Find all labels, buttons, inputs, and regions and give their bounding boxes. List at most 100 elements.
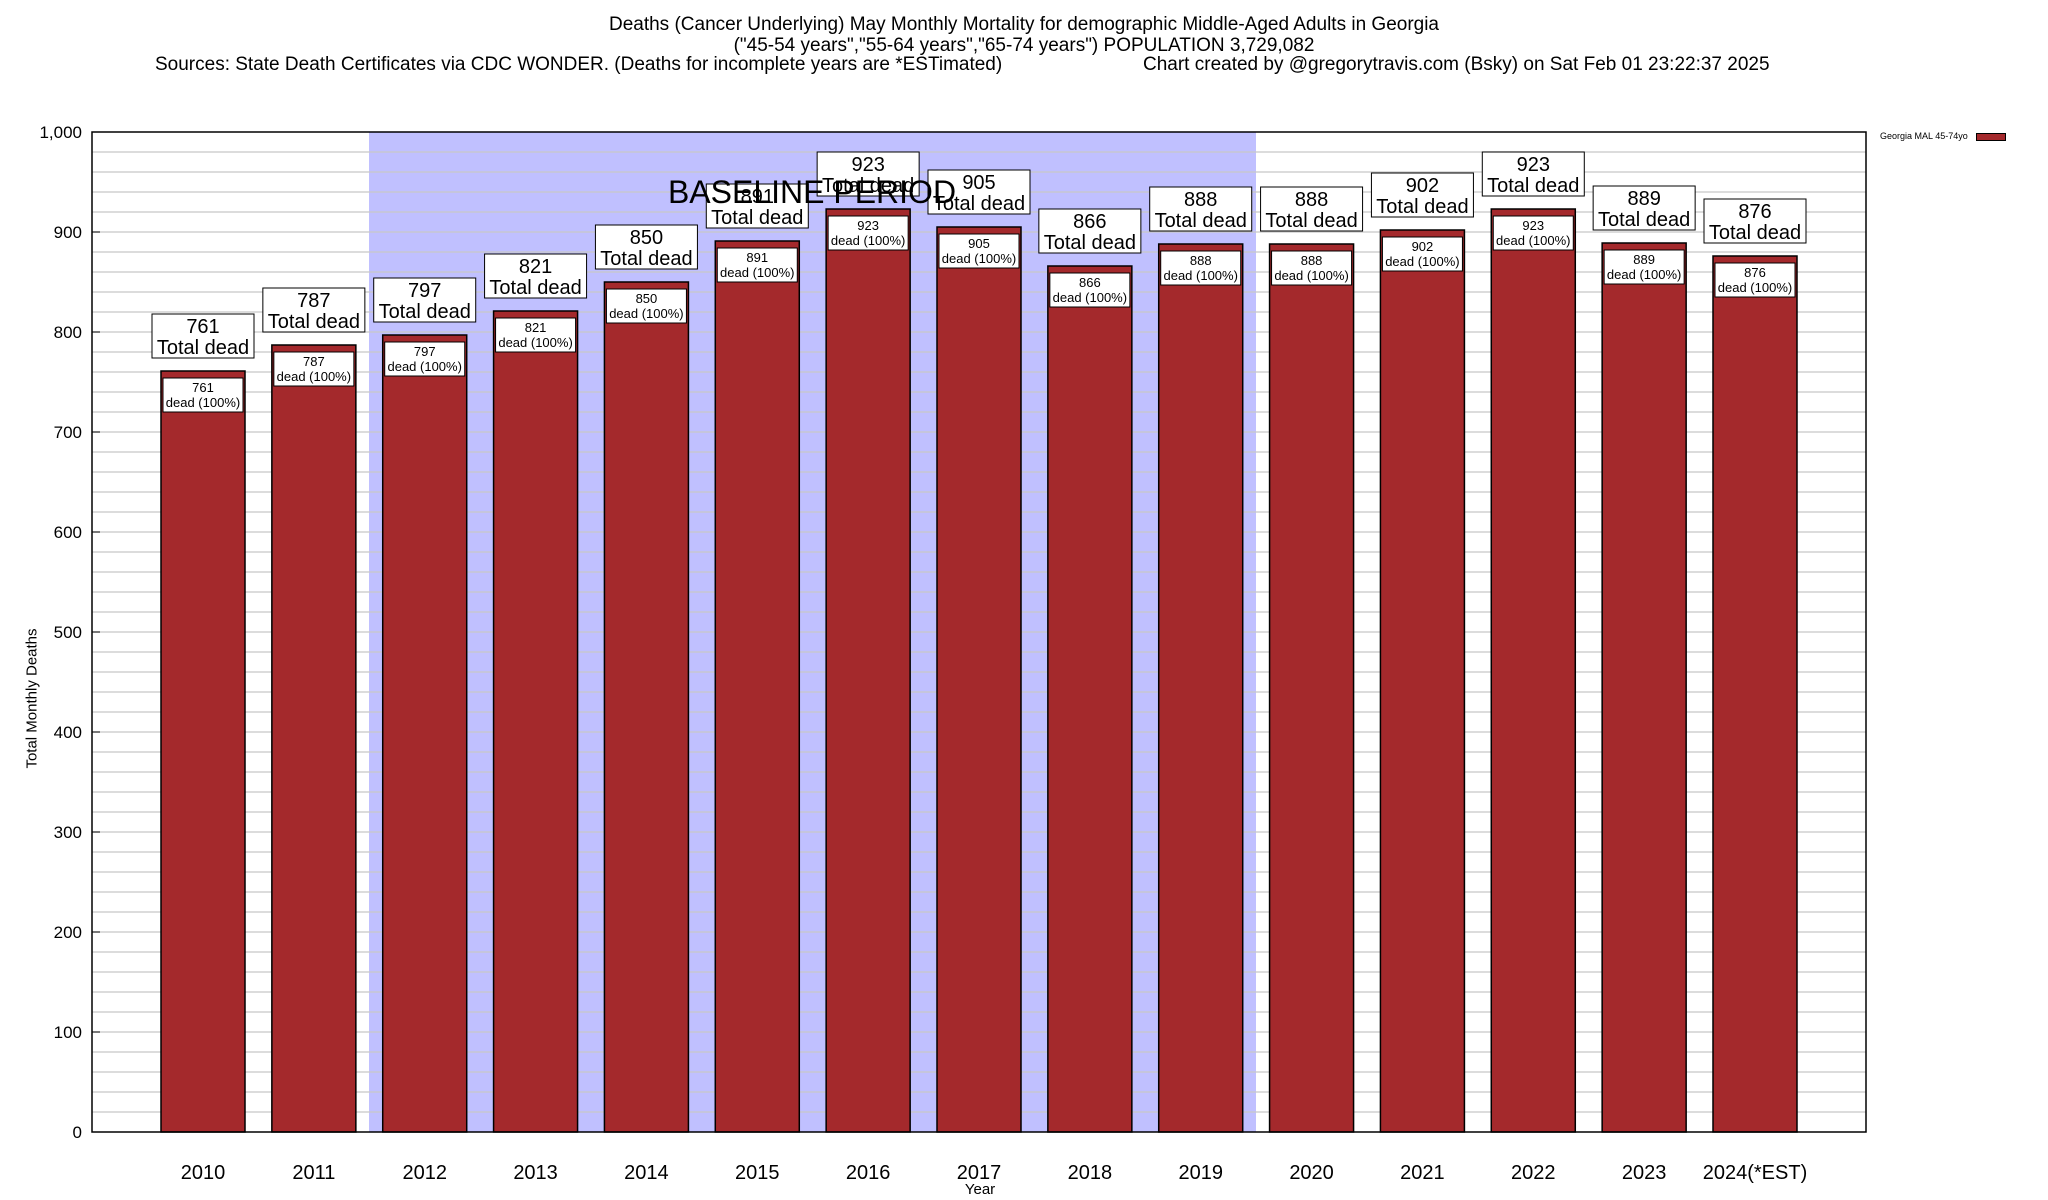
total-label-box bbox=[1481, 151, 1585, 197]
x-tick-label: 2023 bbox=[1622, 1162, 1667, 1184]
x-tick-label: 2021 bbox=[1400, 1162, 1445, 1184]
total-label-text: Total dead bbox=[157, 337, 249, 359]
bar bbox=[1490, 208, 1577, 1133]
total-label-value: 923 bbox=[1517, 154, 1550, 176]
total-label-box bbox=[373, 277, 477, 323]
x-tick-label: 2022 bbox=[1511, 1162, 1556, 1184]
total-label-text: Total dead bbox=[1376, 196, 1468, 218]
y-tick-label: 900 bbox=[54, 223, 82, 242]
inner-label-value: 902 bbox=[1412, 239, 1434, 254]
inner-label-text: dead (100%) bbox=[1718, 280, 1792, 295]
x-tick-label: 2010 bbox=[181, 1162, 226, 1184]
inner-label-box bbox=[1492, 215, 1574, 251]
inner-label-text: dead (100%) bbox=[609, 306, 683, 321]
y-tick-label: 500 bbox=[54, 623, 82, 642]
bar bbox=[381, 334, 468, 1133]
y-tick-label: 600 bbox=[54, 523, 82, 542]
total-label-text: Total dead bbox=[1487, 175, 1579, 197]
inner-label-text: dead (100%) bbox=[1053, 290, 1127, 305]
bar bbox=[603, 281, 690, 1133]
inner-label-box bbox=[1714, 262, 1796, 298]
inner-label-box bbox=[1603, 249, 1685, 285]
total-label-text: Total dead bbox=[1155, 210, 1247, 232]
bar bbox=[271, 344, 357, 1133]
plot-frame bbox=[91, 131, 1867, 1133]
y-tick-label: 100 bbox=[54, 1023, 82, 1042]
chart-title: Deaths (Cancer Underlying) May Monthly M… bbox=[608, 14, 1440, 35]
inner-label-box bbox=[1271, 250, 1353, 286]
inner-label-value: 923 bbox=[1522, 218, 1544, 233]
total-label-value: 876 bbox=[1738, 201, 1771, 223]
inner-label-text: dead (100%) bbox=[1607, 267, 1681, 282]
x-tick-label: 2011 bbox=[292, 1162, 335, 1184]
bar bbox=[1268, 243, 1355, 1133]
x-tick-label: 2015 bbox=[735, 1162, 780, 1184]
total-label-text: Total dead bbox=[1044, 232, 1136, 254]
bar bbox=[1712, 255, 1798, 1133]
inner-label-value: 888 bbox=[1190, 253, 1212, 268]
x-tick-label: 2018 bbox=[1068, 1162, 1113, 1184]
x-tick-label: 2013 bbox=[513, 1162, 558, 1184]
total-label-value: 797 bbox=[408, 280, 441, 302]
inner-label-value: 866 bbox=[1079, 275, 1101, 290]
inner-label-box bbox=[1160, 250, 1242, 286]
total-label-value: 761 bbox=[186, 316, 219, 338]
y-tick-label: 800 bbox=[54, 323, 82, 342]
total-label-box bbox=[1149, 186, 1253, 232]
bar bbox=[1379, 229, 1466, 1133]
bar bbox=[714, 240, 801, 1133]
inner-label-text: dead (100%) bbox=[1163, 268, 1237, 283]
x-tick-label: 2014 bbox=[624, 1162, 669, 1184]
inner-label-value: 905 bbox=[968, 236, 990, 251]
total-label-box bbox=[927, 169, 1031, 215]
inner-label-text: dead (100%) bbox=[720, 265, 794, 280]
total-label-value: 821 bbox=[519, 256, 552, 278]
total-label-value: 923 bbox=[851, 154, 884, 176]
total-label-text: Total dead bbox=[1265, 210, 1357, 232]
total-label-value: 888 bbox=[1184, 189, 1217, 211]
total-label-value: 850 bbox=[630, 227, 663, 249]
chart-subtitle: ("45-54 years","55-64 years","65-74 year… bbox=[733, 35, 1315, 56]
total-label-value: 889 bbox=[1627, 188, 1660, 210]
total-label-box bbox=[816, 151, 920, 197]
x-tick-label: 2019 bbox=[1178, 1162, 1223, 1184]
inner-label-box bbox=[273, 351, 355, 387]
inner-label-value: 889 bbox=[1633, 252, 1655, 267]
inner-label-text: dead (100%) bbox=[277, 369, 351, 384]
bar bbox=[1601, 242, 1687, 1133]
inner-label-box bbox=[938, 233, 1020, 269]
x-axis-label: Year bbox=[964, 1181, 996, 1198]
total-label-text: Total dead bbox=[489, 277, 581, 299]
inner-label-text: dead (100%) bbox=[387, 359, 461, 374]
inner-label-value: 891 bbox=[746, 250, 768, 265]
total-label-box bbox=[1703, 198, 1807, 244]
total-label-value: 787 bbox=[297, 290, 330, 312]
bar bbox=[936, 226, 1022, 1133]
total-label-value: 905 bbox=[962, 172, 995, 194]
inner-label-value: 850 bbox=[636, 291, 658, 306]
inner-label-text: dead (100%) bbox=[831, 233, 905, 248]
total-label-text: Total dead bbox=[379, 301, 471, 323]
inner-label-box bbox=[1381, 236, 1463, 272]
total-label-text: Total dead bbox=[600, 248, 692, 270]
inner-label-value: 761 bbox=[192, 380, 214, 395]
legend: Georgia MAL 45-74yo bbox=[1880, 131, 2007, 141]
inner-label-text: dead (100%) bbox=[1385, 254, 1459, 269]
inner-label-value: 821 bbox=[525, 320, 547, 335]
x-tick-label: 2016 bbox=[846, 1162, 891, 1184]
total-label-text: Total dead bbox=[822, 175, 914, 197]
chart-credit: Chart created by @gregorytravis.com (Bsk… bbox=[1143, 54, 1770, 75]
inner-label-value: 797 bbox=[414, 344, 436, 359]
x-tick-label: 2012 bbox=[402, 1162, 447, 1184]
total-label-text: Total dead bbox=[1598, 209, 1690, 231]
y-tick-label: 400 bbox=[54, 723, 82, 742]
legend-swatch bbox=[1976, 132, 2007, 141]
inner-label-value: 876 bbox=[1744, 265, 1766, 280]
total-label-box bbox=[594, 224, 698, 270]
bar bbox=[492, 310, 579, 1133]
total-label-box bbox=[262, 287, 366, 333]
total-label-value: 866 bbox=[1073, 211, 1106, 233]
total-label-box bbox=[1592, 185, 1696, 231]
x-tick-label: 2017 bbox=[957, 1162, 1002, 1184]
inner-label-text: dead (100%) bbox=[1274, 268, 1348, 283]
